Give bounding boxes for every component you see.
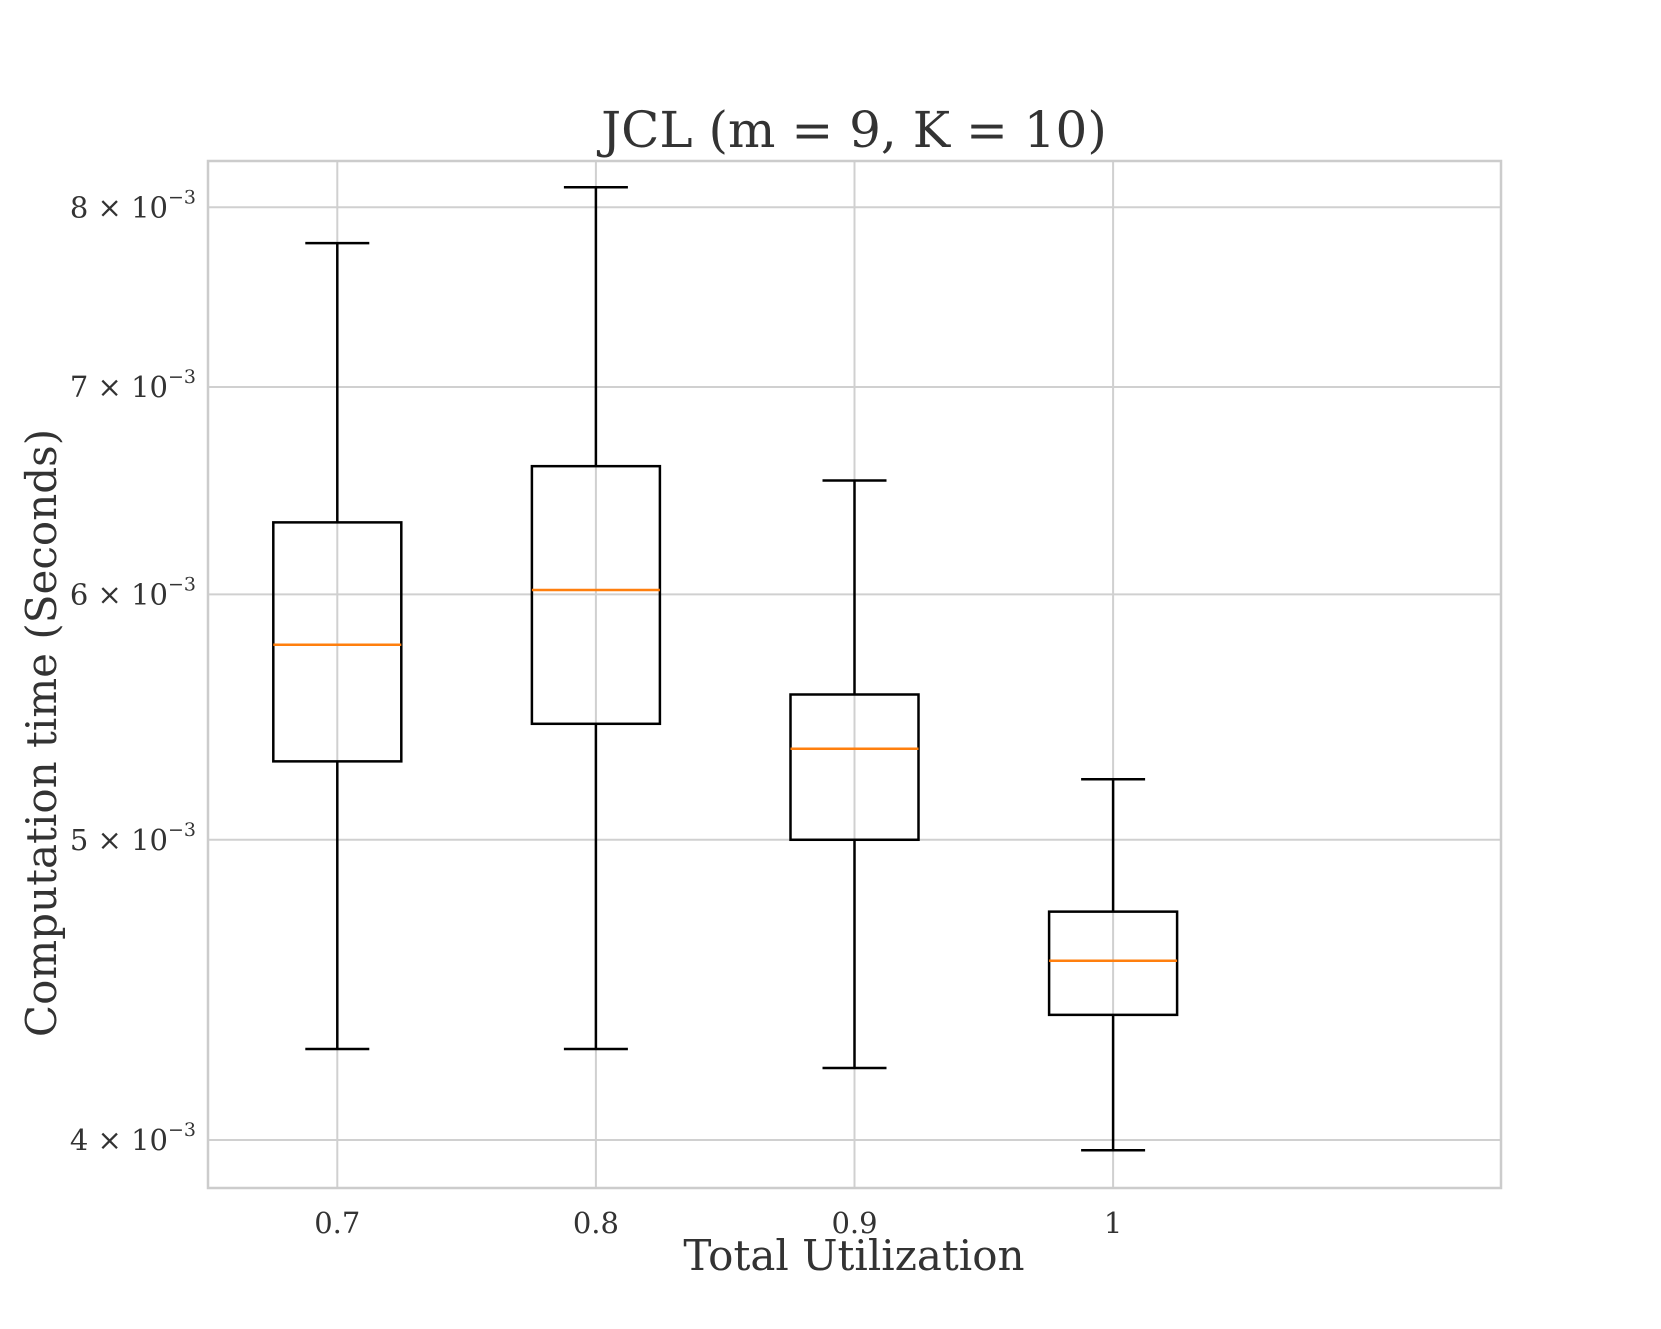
y-tick-label: 4 × 10−3 <box>70 1119 196 1157</box>
x-tick-label: 0.7 <box>314 1206 360 1240</box>
iqr-box <box>789 693 920 842</box>
y-tick-base: 10 <box>131 190 168 224</box>
y-tick-times: × <box>88 1123 131 1157</box>
y-tick-exponent: −3 <box>168 186 196 208</box>
y-tick-base: 10 <box>131 577 168 611</box>
y-tick-times: × <box>88 577 131 611</box>
y-tick-mantissa: 7 <box>70 370 88 404</box>
box-0.8 <box>530 186 662 1051</box>
box-0.7 <box>272 241 403 1051</box>
x-axis-label: Total Utilization <box>683 1231 1024 1280</box>
y-tick-exponent: −3 <box>168 1119 196 1141</box>
y-tick-base: 10 <box>131 1123 168 1157</box>
y-tick-exponent: −3 <box>168 819 196 841</box>
y-tick-exponent: −3 <box>168 366 196 388</box>
box-series <box>272 186 1179 1152</box>
y-axis-label: Computation time (Seconds) <box>17 429 66 1037</box>
x-tick-labels: 0.7 0.8 0.9 1 <box>314 1206 1122 1240</box>
box-1 <box>1047 778 1179 1152</box>
y-tick-labels: 4 × 10−35 × 10−36 × 10−37 × 10−38 × 10−3 <box>70 186 196 1157</box>
y-tick-mantissa: 8 <box>70 190 88 224</box>
y-tick-times: × <box>88 370 131 404</box>
y-tick-times: × <box>88 823 131 857</box>
y-tick-label: 5 × 10−3 <box>70 819 196 857</box>
y-tick-mantissa: 5 <box>70 823 88 857</box>
box-0.9 <box>789 479 920 1070</box>
iqr-box <box>530 464 662 726</box>
y-tick-base: 10 <box>131 823 168 857</box>
iqr-box <box>272 521 403 763</box>
y-tick-label: 7 × 10−3 <box>70 366 196 404</box>
chart-title: JCL (m = 9, K = 10) <box>596 101 1107 159</box>
x-tick-label: 1 <box>1104 1206 1122 1240</box>
y-tick-label: 6 × 10−3 <box>70 573 196 611</box>
x-tick-label: 0.9 <box>831 1206 877 1240</box>
y-tick-base: 10 <box>131 370 168 404</box>
y-tick-mantissa: 4 <box>70 1123 88 1157</box>
y-tick-label: 8 × 10−3 <box>70 186 196 224</box>
y-tick-exponent: −3 <box>168 573 196 595</box>
x-tick-label: 0.8 <box>573 1206 619 1240</box>
y-tick-times: × <box>88 190 131 224</box>
plot-frame <box>206 159 1503 1190</box>
iqr-box <box>1047 910 1179 1017</box>
y-tick-mantissa: 6 <box>70 577 88 611</box>
